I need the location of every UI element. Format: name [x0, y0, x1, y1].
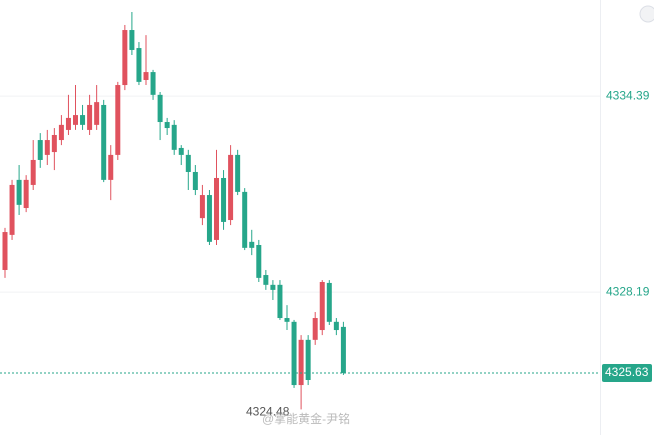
candle-body — [37, 140, 43, 160]
candle-body — [108, 154, 114, 180]
candle-body — [319, 281, 325, 331]
candle-body — [80, 115, 86, 125]
candle-body — [58, 124, 64, 141]
candle-body — [270, 284, 276, 290]
candle-body — [277, 284, 283, 319]
candle-body — [249, 241, 255, 248]
candle-body — [101, 104, 107, 180]
candle-body — [51, 134, 57, 153]
candle-body — [115, 85, 121, 155]
candle-body — [228, 154, 234, 221]
candle-body — [129, 30, 135, 50]
candle-body — [30, 159, 36, 185]
candle-body — [23, 179, 29, 209]
candle-body — [242, 191, 248, 248]
candle-body — [73, 115, 78, 125]
candle-body — [44, 140, 50, 155]
y-tick-label: 4334.39 — [606, 88, 650, 102]
watermark: @掌能黄金-尹铭 — [262, 411, 350, 426]
candle-body — [206, 195, 212, 242]
candle-body — [305, 339, 311, 380]
candle-body — [178, 147, 184, 155]
candle-body — [171, 124, 177, 150]
corner-button[interactable] — [639, 5, 654, 23]
candle-body — [185, 154, 191, 172]
candle-body — [291, 321, 297, 386]
candle-body — [199, 195, 205, 219]
candle-body — [340, 326, 346, 374]
candle-body — [9, 184, 15, 235]
candle-body — [136, 48, 142, 82]
candle-body — [94, 102, 100, 125]
candle-body — [2, 232, 8, 270]
candle-body — [122, 30, 128, 86]
last-price-label: 4325.63 — [605, 365, 649, 379]
candle-body — [87, 104, 93, 130]
candle-body — [326, 282, 332, 322]
candle-body — [235, 154, 241, 192]
low-marker-label: 4324.48 — [246, 405, 290, 419]
candle-body — [221, 177, 227, 222]
candle-body — [164, 122, 170, 129]
candle-body — [143, 72, 149, 80]
plot-area: 4334.39 4328.19 4325.63 4324.48@掌能黄金-尹铭 — [0, 12, 652, 426]
candle-body — [284, 318, 290, 322]
candle-body — [333, 321, 339, 331]
candle-body — [192, 171, 198, 190]
candle-body — [16, 179, 22, 205]
y-tick-label: 4328.19 — [606, 284, 650, 298]
candle-body — [312, 318, 318, 340]
candle-body — [256, 245, 262, 278]
candle-body — [65, 117, 71, 130]
last-price-box — [602, 364, 652, 383]
candle-body — [214, 177, 219, 240]
candle-body — [157, 94, 163, 123]
candle-body — [298, 339, 304, 386]
candle-body — [263, 275, 269, 285]
candle-body — [150, 72, 156, 95]
